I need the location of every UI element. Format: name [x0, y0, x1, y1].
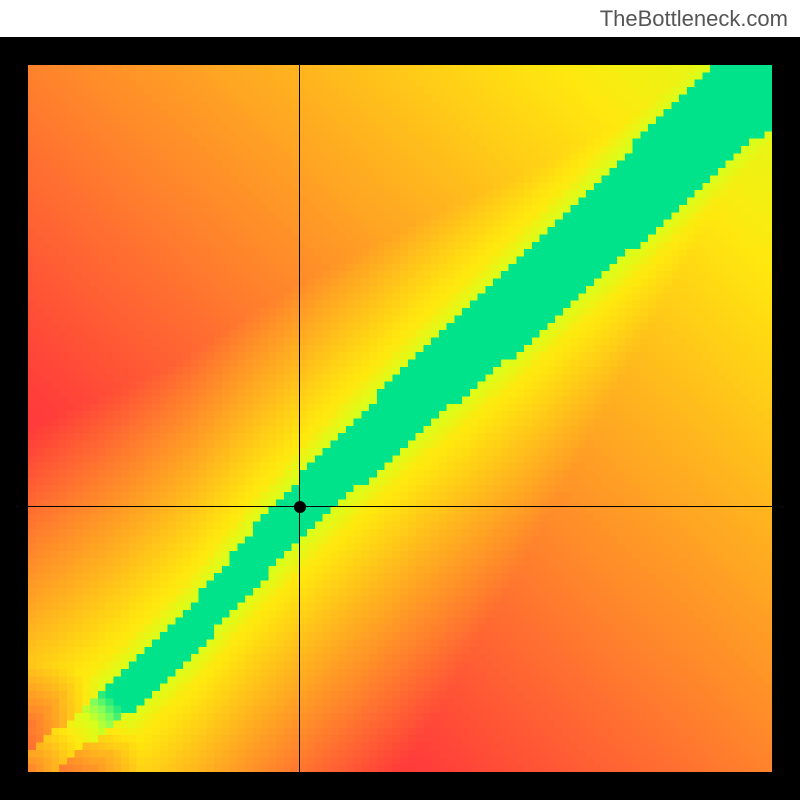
crosshair-horizontal-line	[28, 506, 772, 507]
crosshair-vertical-line	[299, 65, 300, 772]
bottleneck-heatmap	[28, 65, 772, 772]
attribution-text: TheBottleneck.com	[600, 6, 788, 32]
chart-container: TheBottleneck.com	[0, 0, 800, 800]
crosshair-point-icon	[294, 501, 306, 513]
